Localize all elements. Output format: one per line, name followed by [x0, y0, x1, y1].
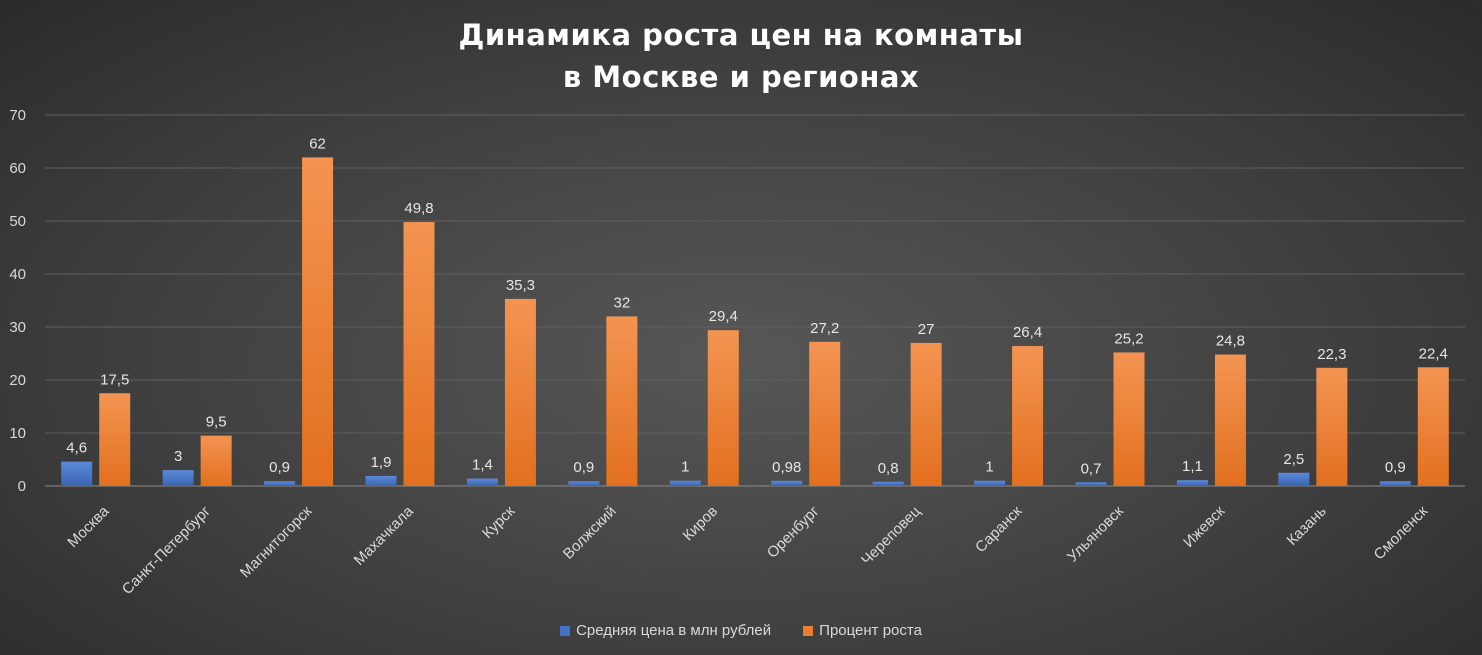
y-tick-label: 20: [9, 372, 26, 389]
data-label-series-0: 4,6: [66, 440, 87, 457]
data-label-series-1: 25,2: [1114, 330, 1143, 347]
data-label-series-1: 27,2: [810, 320, 839, 337]
gridlines: [45, 114, 1465, 487]
bar-series-0[interactable]: [1176, 480, 1208, 486]
bar-series-1[interactable]: [1214, 354, 1246, 486]
data-label-series-1: 24,8: [1216, 333, 1245, 350]
data-label-series-0: 0,9: [573, 459, 594, 476]
bar-series-1[interactable]: [1316, 367, 1348, 486]
data-label-series-1: 49,8: [404, 200, 433, 217]
bar-series-1[interactable]: [99, 393, 131, 486]
bar-series-1[interactable]: [1012, 346, 1044, 486]
data-label-series-1: 22,4: [1419, 345, 1448, 362]
data-label-series-1: 29,4: [709, 308, 738, 325]
x-tick-label: Саранск: [972, 502, 1026, 556]
x-tick-label: Махачкала: [351, 502, 418, 569]
x-tick-label: Санкт-Петербург: [119, 502, 215, 598]
bar-series-0[interactable]: [1075, 482, 1107, 486]
x-tick-label: Череповец: [858, 503, 924, 569]
data-label-series-1: 9,5: [206, 414, 227, 431]
y-axis-ticks: 0 10 20 30 40 50 60 70: [9, 107, 26, 495]
bar-series-1[interactable]: [200, 435, 232, 486]
legend-label-series-1: Процент роста: [819, 622, 922, 639]
bar-series-0[interactable]: [264, 481, 296, 486]
bar-series-0[interactable]: [365, 475, 397, 486]
data-label-series-0: 2,5: [1283, 451, 1304, 468]
data-label-series-0: 0,7: [1081, 460, 1102, 477]
data-label-series-0: 0,9: [1385, 459, 1406, 476]
x-tick-label: Оренбург: [764, 502, 823, 561]
y-tick-label: 30: [9, 319, 26, 336]
chart-title-line-1: Динамика роста цен на комнаты: [458, 18, 1024, 52]
bars: [61, 157, 1449, 486]
bar-series-0[interactable]: [771, 480, 803, 486]
data-label-series-0: 1,4: [472, 457, 493, 474]
bar-series-1[interactable]: [1417, 367, 1449, 486]
bar-series-1[interactable]: [606, 316, 638, 486]
x-tick-label: Казань: [1284, 503, 1330, 549]
data-labels: 4,6 17,5 3 9,5 0,9 62 1,9 49,8 1,4 35,3 0,9 32 1 29,4…: [66, 135, 1448, 477]
y-tick-label: 10: [9, 425, 26, 442]
bar-series-0[interactable]: [974, 480, 1006, 486]
data-label-series-0: 3: [174, 448, 182, 465]
bar-series-0[interactable]: [1278, 472, 1310, 486]
bar-series-1[interactable]: [1113, 352, 1145, 486]
x-tick-label: Волжский: [560, 503, 620, 563]
bar-series-0[interactable]: [568, 481, 600, 486]
bar-series-0[interactable]: [466, 478, 498, 486]
legend-swatch-series-1: [803, 625, 814, 636]
x-tick-label: Магнитогорск: [237, 503, 316, 582]
data-label-series-0: 0,9: [269, 459, 290, 476]
bar-series-1[interactable]: [910, 342, 942, 486]
x-tick-label: Смоленск: [1371, 503, 1432, 564]
legend-item-series-0[interactable]: Средняя цена в млн рублей: [560, 622, 771, 639]
bar-series-0[interactable]: [872, 481, 904, 486]
bar-series-1[interactable]: [809, 341, 841, 486]
data-label-series-1: 32: [614, 294, 631, 311]
data-label-series-0: 1,9: [371, 454, 392, 471]
data-label-series-1: 26,4: [1013, 324, 1042, 341]
chart-title: Динамика роста цен на комнаты в Москве и…: [0, 14, 1482, 98]
legend-swatch-series-0: [560, 625, 571, 636]
y-tick-label: 50: [9, 213, 26, 230]
bar-series-1[interactable]: [504, 298, 536, 486]
x-tick-label: Москва: [64, 502, 113, 551]
bar-series-0[interactable]: [61, 461, 93, 486]
bar-series-0[interactable]: [669, 480, 701, 486]
data-label-series-1: 17,5: [100, 371, 129, 388]
data-label-series-0: 1: [681, 459, 689, 476]
data-label-series-0: 1: [985, 459, 993, 476]
legend-label-series-0: Средняя цена в млн рублей: [576, 622, 772, 639]
data-label-series-1: 62: [309, 135, 326, 152]
data-label-series-0: 1,1: [1182, 458, 1203, 475]
bar-series-1[interactable]: [403, 222, 435, 486]
data-label-series-0: 0,8: [878, 460, 899, 477]
data-label-series-0: 0,98: [772, 459, 801, 476]
y-tick-label: 70: [9, 107, 26, 124]
legend-item-series-1[interactable]: Процент роста: [803, 622, 922, 639]
x-axis-ticks: Москва Санкт-Петербург Магнитогорск Махачка…: [64, 502, 1431, 598]
x-tick-label: Ижевск: [1180, 503, 1228, 551]
x-tick-label: Ульяновск: [1064, 503, 1127, 566]
y-tick-label: 60: [9, 160, 26, 177]
bar-series-0[interactable]: [1379, 481, 1411, 486]
bar-series-1[interactable]: [302, 157, 334, 486]
y-tick-label: 0: [18, 478, 26, 495]
bar-series-0[interactable]: [162, 470, 194, 486]
chart-title-line-2: в Москве и регионах: [562, 60, 920, 94]
data-label-series-1: 27: [918, 321, 935, 338]
y-tick-label: 40: [9, 266, 26, 283]
x-tick-label: Курск: [479, 503, 519, 543]
data-label-series-1: 35,3: [506, 277, 535, 294]
data-label-series-1: 22,3: [1317, 346, 1346, 363]
legend: Средняя цена в млн рублей Процент роста: [0, 622, 1482, 639]
bar-series-1[interactable]: [707, 330, 739, 486]
x-tick-label: Киров: [680, 503, 722, 545]
